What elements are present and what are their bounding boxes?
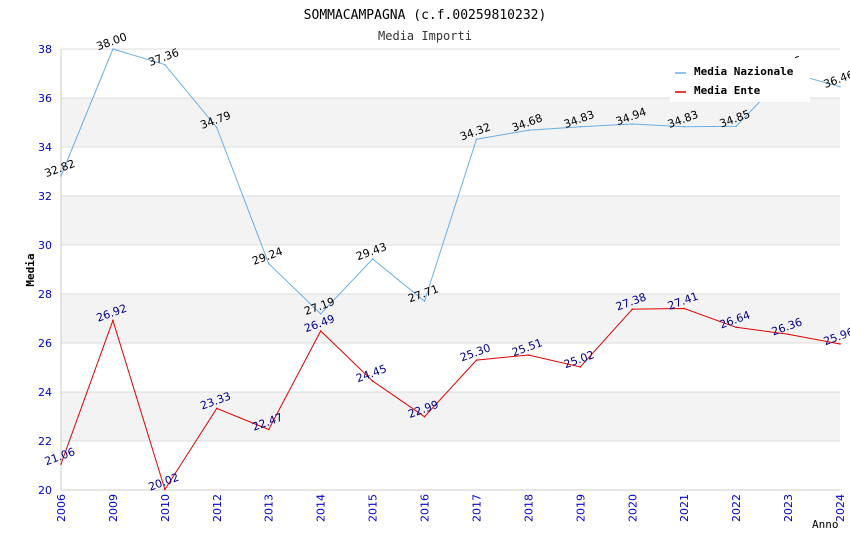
legend-label-nazionale: Media Nazionale [694,65,794,78]
grid-band [61,98,840,147]
data-point [475,359,478,361]
legend-label-ente: Media Ente [694,84,761,97]
x-tick-label: 2020 [626,494,639,522]
y-tick-label: 24 [38,386,52,399]
legend-box [670,58,810,102]
data-point [579,125,582,128]
data-point [60,175,62,177]
data-point [164,488,166,491]
data-label: 25.02 [562,348,596,371]
data-point [527,129,530,132]
plot-frame [60,49,840,491]
data-point [787,333,789,335]
data-point [319,330,322,332]
y-tick-label: 20 [38,484,52,497]
data-label: 24.45 [354,362,388,385]
legend: Media Nazionale Media Ente [670,58,810,102]
data-point [475,138,478,140]
x-tick-label: 2016 [419,494,432,522]
data-point [319,313,322,315]
x-tick-label: 2012 [211,494,224,522]
data-point [216,126,218,129]
data-label: 29.24 [250,245,284,268]
data-point [579,366,582,368]
data-label: 38.00 [95,30,129,53]
x-tick-label: 2014 [315,494,328,522]
y-tick-label: 36 [38,92,52,105]
y-tick-label: 26 [38,337,52,350]
x-tick-label: 2022 [730,494,743,522]
x-tick-labels: 2006 2009 2010 2012 2013 2014 2015 2016 2017 2018… [55,494,847,522]
y-tick-label: 34 [38,141,52,154]
y-tick-label: 32 [38,190,52,203]
data-point [735,125,737,127]
data-point [527,354,530,356]
data-point [683,125,685,128]
x-tick-label: 2024 [834,494,847,522]
y-tick-label: 38 [38,43,52,56]
data-point [112,319,114,322]
data-point [267,262,270,265]
y-tick-label: 28 [38,288,52,301]
series-line-ente [60,307,841,491]
x-tick-label: 2009 [107,494,120,522]
y-tick-label: 22 [38,435,52,448]
x-tick-label: 2006 [55,494,68,522]
y-tick-label: 30 [38,239,52,252]
x-tick-label: 2023 [782,494,795,522]
grid-band [61,294,840,343]
data-point [735,326,737,329]
data-point [683,307,685,310]
data-point [423,300,426,302]
x-tick-label: 2010 [159,494,172,522]
data-point [371,258,374,260]
chart-subtitle: Media Importi [378,29,472,43]
series-lines [60,48,841,491]
y-axis-label: Media [24,253,37,286]
x-tick-label: 2018 [522,494,535,522]
data-point [839,343,841,345]
x-axis-label: Anno [812,518,839,531]
x-tick-label: 2021 [678,494,691,522]
x-tick-label: 2015 [367,494,380,522]
y-tick-labels: 20 22 24 26 28 30 32 34 36 38 [38,43,52,497]
data-label: 21.06 [43,445,77,468]
data-label: 36.46 [822,68,850,91]
x-tick-label: 2017 [470,494,483,522]
data-point [839,85,841,88]
grid-band [61,392,840,441]
data-point [371,380,374,382]
x-tick-label: 2019 [574,494,587,522]
data-point [631,123,634,125]
grid-bands [61,48,840,491]
data-point [631,308,634,310]
data-point [267,428,270,431]
data-point [112,48,114,50]
x-tick-label: 2013 [263,494,276,522]
data-point [60,463,62,465]
data-label: 32.82 [43,157,77,180]
data-point [423,415,426,418]
data-point [216,407,218,410]
data-point [164,63,166,66]
series-line-nazionale [60,48,841,315]
chart-title: SOMMACAMPAGNA (c.f.00259810232) [304,8,547,23]
